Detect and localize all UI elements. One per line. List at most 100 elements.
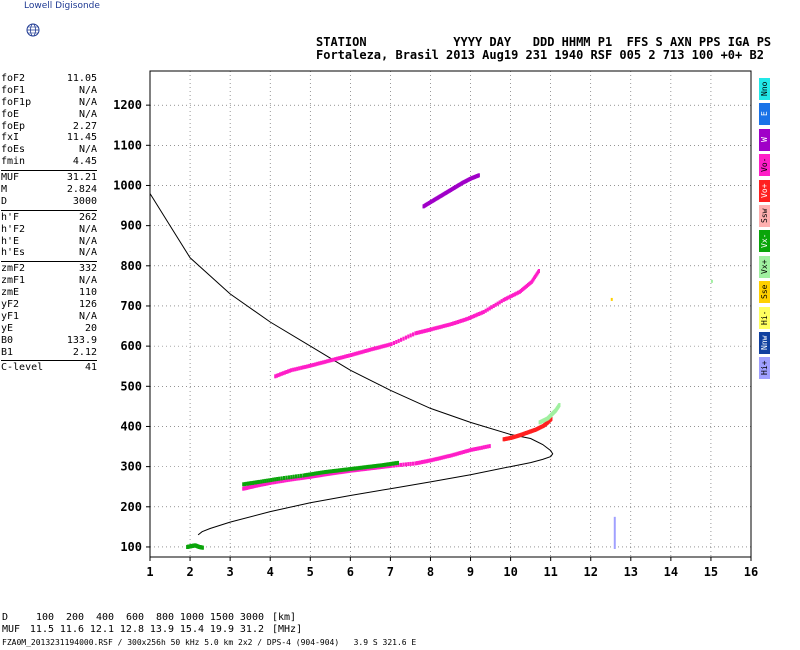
echo-point	[243, 486, 246, 491]
echo-point	[482, 445, 485, 450]
echo-point	[494, 302, 497, 307]
stray-echo	[610, 297, 613, 301]
echo-point	[296, 476, 299, 481]
echo-point	[268, 478, 271, 483]
echo-point	[300, 365, 303, 370]
param-row-foep: foEp 2.27	[1, 121, 97, 133]
echo-point	[242, 486, 245, 491]
echo-point	[422, 459, 425, 464]
echo-point	[258, 479, 261, 484]
echo-point	[498, 300, 501, 305]
echo-point	[268, 481, 271, 485]
param-value: 3000	[72, 195, 97, 207]
echo-point	[287, 475, 290, 480]
echo-point	[332, 469, 335, 473]
legend-label: Vo+	[760, 183, 769, 198]
param-name: B1	[1, 346, 14, 358]
param-row-hf2: h'F2 N/A	[1, 224, 97, 236]
param-name: h'Es	[1, 247, 26, 259]
param-value: 2.824	[66, 184, 97, 196]
muf-value: 15.4	[179, 624, 204, 635]
echo-point	[298, 476, 301, 481]
y-tick-label: 400	[120, 419, 142, 433]
echo-point	[448, 453, 451, 458]
param-row-he: h'E N/A	[1, 236, 97, 248]
param-name: h'F	[1, 211, 20, 223]
parameter-panel: foF2 11.05 foF1 N/A foF1p N/A foE N/A foEp 2.27 fx…	[1, 73, 97, 374]
echo-point	[509, 294, 512, 299]
echo-point	[259, 482, 262, 487]
echo-point	[304, 473, 307, 478]
echo-point	[384, 343, 387, 348]
echo-point	[312, 471, 315, 476]
echo-point	[502, 297, 505, 302]
echo-point	[324, 359, 327, 364]
muf-value: 12.8	[119, 624, 144, 635]
echo-point	[368, 464, 371, 469]
echo-point	[276, 477, 279, 481]
echo-point	[250, 484, 253, 489]
echo-point	[521, 287, 524, 292]
echo-point	[395, 461, 398, 466]
echo-point	[488, 444, 491, 449]
echo-point	[251, 484, 254, 489]
param-row-ye: yE 20	[1, 323, 97, 335]
header-line-2: Fortaleza, Brasil 2013 Aug19 231 1940 RS…	[316, 48, 764, 62]
echo-point	[486, 307, 489, 312]
echo-point	[492, 304, 495, 308]
echo-point	[409, 333, 412, 338]
echo-point	[306, 364, 309, 369]
echo-point	[248, 481, 251, 486]
param-value: 20	[84, 322, 97, 334]
file-info-footer: FZA0M_2013231194000.RSF / 300x256h 50 kH…	[2, 638, 417, 647]
echo-point	[416, 461, 419, 466]
echo-point	[424, 459, 427, 464]
echo-point	[324, 472, 327, 477]
x-tick-label: 6	[347, 565, 354, 579]
param-row-fof1p: foF1p N/A	[1, 97, 97, 109]
param-row-fof2: foF2 11.05	[1, 73, 97, 85]
echo-point	[529, 280, 532, 285]
distance-value: 1000	[179, 612, 204, 623]
echo-point	[402, 336, 405, 341]
echo-point	[376, 463, 379, 468]
echo-point	[424, 328, 427, 333]
echo-point	[440, 455, 443, 460]
echo-point	[316, 471, 319, 476]
echo-point	[255, 483, 258, 488]
muf-value: 11.6	[59, 624, 84, 635]
distance-value: 100	[35, 612, 54, 623]
echo-point	[482, 310, 485, 314]
echo-point	[253, 480, 256, 485]
echo-point	[468, 448, 471, 453]
echo-point	[425, 328, 428, 333]
echo-point	[304, 475, 307, 480]
echo-point	[318, 470, 321, 475]
echo-point	[387, 462, 390, 467]
legend-item-w: W	[759, 128, 770, 151]
param-name: yF2	[1, 299, 20, 311]
echo-point	[392, 461, 395, 466]
distance-unit: [km]	[272, 612, 297, 623]
param-separator	[1, 261, 97, 263]
echo-point	[312, 474, 315, 479]
echo-point	[480, 445, 483, 450]
muf-label: MUF	[2, 624, 21, 635]
echo-point	[320, 360, 323, 365]
x-tick-label: 16	[744, 565, 758, 579]
param-value: 262	[78, 211, 97, 223]
echo-point	[358, 465, 361, 470]
echo-point	[360, 350, 363, 355]
param-name: h'F2	[1, 223, 26, 235]
echo-point	[407, 462, 410, 467]
echo-point	[455, 320, 458, 325]
param-name: yF1	[1, 310, 20, 322]
echo-point	[344, 354, 347, 359]
legend-item-ssw: Ssw	[759, 204, 770, 227]
x-tick-label: 8	[427, 565, 434, 579]
echo-point	[245, 485, 248, 490]
param-separator	[1, 170, 97, 172]
echo-point	[322, 360, 325, 365]
echo-point	[461, 318, 464, 323]
